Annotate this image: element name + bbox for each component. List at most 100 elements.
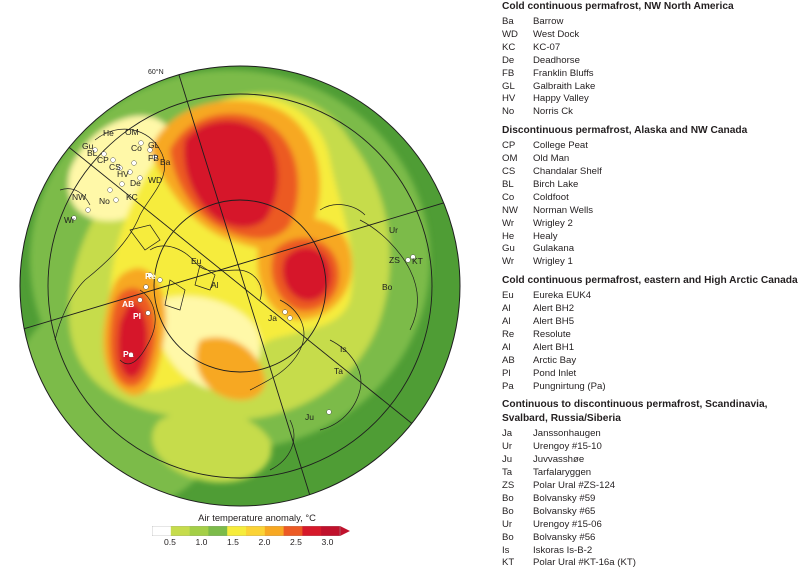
legend-site-name: West Dock	[533, 28, 580, 40]
site-marker	[147, 147, 153, 153]
legend-site-name: Alert BH1	[533, 341, 575, 353]
legend-site-code: De	[502, 54, 515, 66]
legend-site-name: Birch Lake	[533, 178, 579, 190]
legend-site-code: No	[502, 106, 515, 118]
legend-site-code: Wr	[502, 217, 515, 229]
site-label-ur: Ur	[389, 225, 398, 235]
map-outline	[19, 65, 461, 507]
legend-site-code: Ju	[502, 454, 513, 466]
site-marker	[405, 257, 411, 263]
site-label-re: Re	[145, 271, 156, 281]
legend-site-code: Is	[502, 544, 510, 556]
legend-site-code: HV	[502, 93, 516, 105]
legend-site-name: Polar Ural #ZS-124	[533, 480, 616, 491]
legend-site-code: NW	[502, 204, 518, 216]
site-marker	[152, 154, 158, 160]
legend-section-title: Cold continuous permafrost, NW North Ame…	[502, 1, 734, 12]
legend-site-code: Pl	[502, 367, 511, 379]
legend-site-name: Old Man	[533, 153, 570, 165]
legend-site-code: OM	[502, 153, 518, 165]
legend-site-code: Ta	[502, 467, 513, 479]
legend-site-code: Wr	[502, 256, 515, 268]
site-label-co: Co	[131, 143, 142, 153]
site-marker	[117, 165, 123, 171]
colorbar-tick-label: 2.0	[258, 537, 271, 547]
site-marker	[157, 277, 163, 283]
site-label-de: De	[130, 178, 141, 188]
site-marker	[282, 309, 288, 315]
site-marker	[92, 147, 98, 153]
site-legend: Cold continuous permafrost, NW North Ame…	[502, 0, 800, 576]
site-label-wr: Wr	[64, 215, 75, 225]
legend-site-name: Pond Inlet	[533, 367, 577, 379]
colorbar-segment	[302, 526, 322, 536]
legend-site-name: KC-07	[533, 41, 561, 53]
site-marker	[119, 181, 125, 187]
legend-site-name: Happy Valley	[533, 93, 589, 105]
legend-site-code: He	[502, 230, 515, 242]
site-marker	[127, 169, 133, 175]
legend-site-code: FB	[502, 67, 515, 79]
legend-site-code: Gu	[502, 243, 515, 255]
polar-anomaly-map: 60°N Ba WD KC De FB GL HV No CP OM CS BL Co NW Wr He Gu E…	[19, 65, 461, 507]
legend-site-code: Re	[502, 328, 515, 340]
legend-site-name: Coldfoot	[533, 191, 569, 203]
colorbar-segment	[264, 526, 284, 536]
legend-site-code: AB	[502, 354, 515, 366]
legend-site-name: Alert BH5	[533, 316, 575, 327]
site-label-kt: KT	[412, 256, 423, 266]
legend-site-name: Iskoras Is-B-2	[533, 544, 593, 556]
colorbar-tick-label: 3.0	[321, 537, 334, 547]
legend-site-name: Norris Ck	[533, 106, 573, 118]
legend-site-code: Al	[502, 303, 511, 315]
site-label-eu: Eu	[191, 256, 202, 266]
coastlines	[54, 128, 418, 471]
colorbar-arrow	[340, 526, 350, 536]
colorbar	[152, 526, 350, 536]
legend-site-code: Pa	[502, 380, 514, 392]
site-marker	[147, 272, 153, 278]
graticule	[20, 66, 460, 506]
legend-section-title: Discontinuous permafrost, Alaska and NW …	[502, 125, 748, 137]
legend-site-name: Healy	[533, 230, 558, 242]
site-label-al: Al	[211, 280, 219, 290]
legend-site-name: Galbraith Lake	[533, 80, 596, 92]
site-marker	[145, 310, 151, 316]
site-marker	[85, 207, 91, 213]
site-label-gl: GL	[148, 140, 160, 150]
colorbar-segment	[152, 526, 172, 536]
site-label-fb: FB	[148, 153, 159, 163]
site-label-wd: WD	[148, 175, 162, 185]
colorbar-segment	[283, 526, 303, 536]
colorbar-segment	[189, 526, 209, 536]
site-marker	[138, 140, 144, 146]
site-label-no: No	[99, 196, 110, 206]
colorbar-segment	[246, 526, 266, 536]
legend-site-name: Resolute	[533, 328, 571, 340]
site-label-ju: Ju	[305, 412, 314, 422]
site-label-kc: KC	[126, 192, 138, 202]
legend-site-name: Wrigley 2	[533, 217, 573, 229]
colorbar-tick-label: 1.0	[195, 537, 208, 547]
site-label-om: OM	[125, 127, 139, 137]
legend-site-code: Al	[502, 341, 511, 353]
legend-site-code: Ur	[502, 441, 513, 453]
legend-site-code: Ba	[502, 16, 514, 27]
legend-site-code: KT	[502, 557, 515, 569]
legend-site-code: Ja	[502, 428, 513, 440]
site-label-he: He	[103, 128, 114, 138]
site-marker	[137, 175, 143, 181]
legend-site-code: Bo	[502, 505, 514, 517]
legend-site-code: WD	[502, 28, 518, 40]
legend-site-code: CP	[502, 140, 516, 152]
site-marker	[410, 254, 416, 260]
legend-site-name: Bolvansky #56	[533, 531, 596, 543]
site-marker	[137, 297, 143, 303]
colorbar-segment	[227, 526, 247, 536]
legend-site-code: CS	[502, 166, 516, 177]
legend-site-code: GL	[502, 80, 515, 92]
site-marker	[101, 151, 107, 157]
legend-site-name: Urengoy #15-10	[533, 441, 602, 453]
site-marker	[71, 215, 77, 221]
legend-site-name: Chandalar Shelf	[533, 166, 602, 177]
